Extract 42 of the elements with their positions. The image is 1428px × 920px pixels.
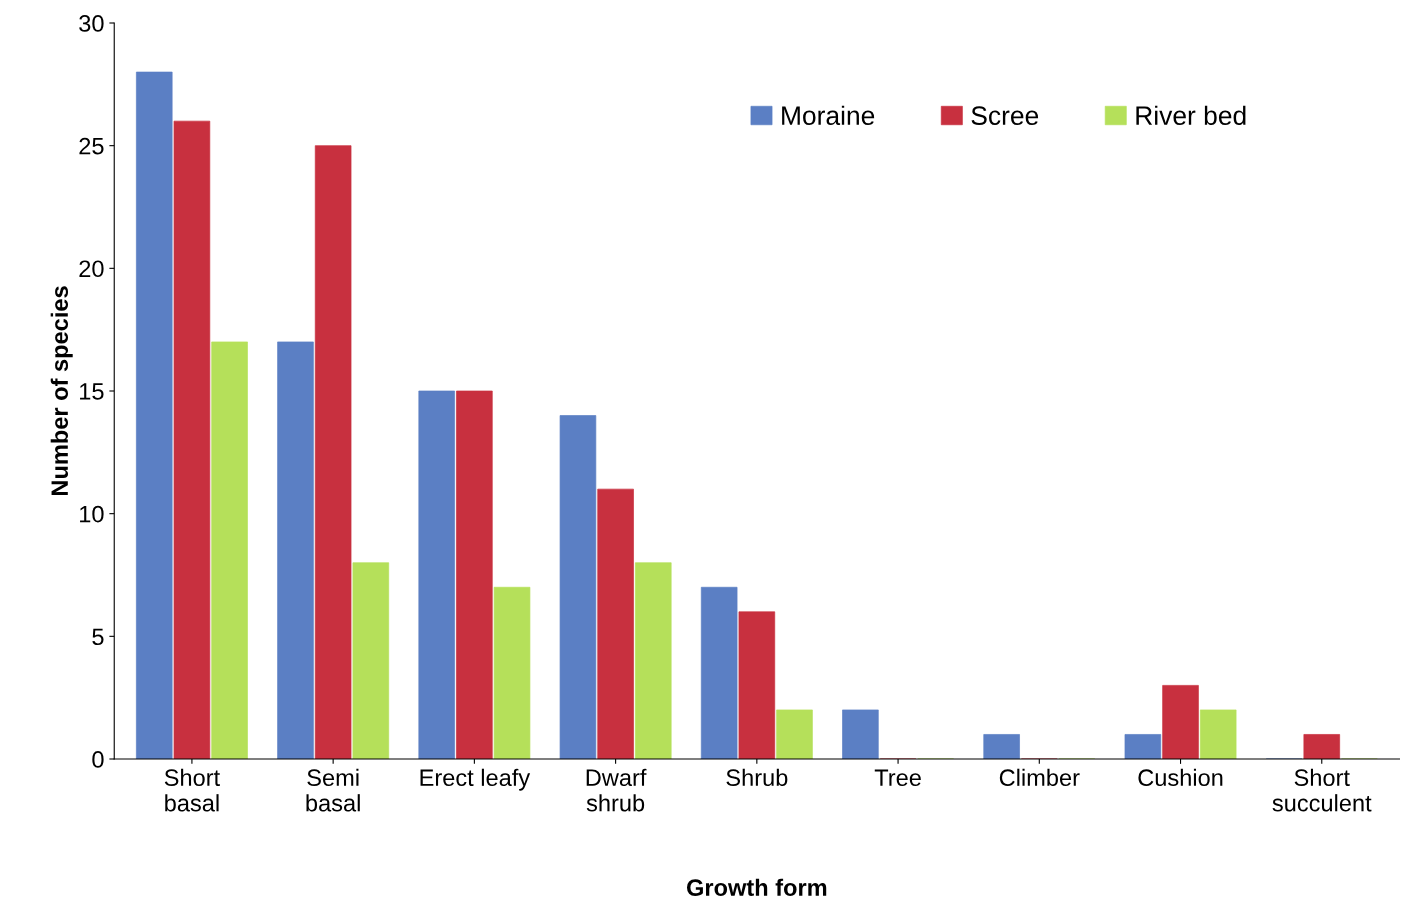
x-tick-label: Cushion	[1138, 768, 1223, 787]
bar	[418, 390, 455, 759]
y-tick-label: 15	[80, 383, 104, 400]
y-tick-label: 20	[79, 260, 104, 278]
y-tick-label: 0	[92, 751, 104, 768]
bar	[493, 586, 531, 759]
bar	[1199, 709, 1237, 759]
x-tick-label: Dwarf shrub	[586, 768, 647, 812]
x-tick-label: Semi basal	[306, 768, 360, 812]
x-tick-label: Short succulent	[1272, 768, 1372, 812]
x-tick-label: Tree	[874, 769, 921, 787]
x-tick-label: Shrub	[726, 768, 788, 787]
legend-label: River bed	[1136, 105, 1246, 126]
y-tick-label: 10	[80, 505, 104, 523]
bar	[1303, 734, 1340, 759]
y-axis-title: Number of species	[50, 286, 73, 496]
x-tick-label: Erect leafy	[420, 768, 531, 791]
bar	[277, 341, 314, 759]
legend-label: Moraine	[782, 105, 875, 126]
x-tick-label: Short basal	[164, 768, 220, 812]
y-tick-label: 5	[92, 628, 104, 646]
bar	[456, 390, 493, 759]
bar	[1162, 685, 1199, 759]
bar	[352, 562, 390, 759]
bar	[842, 709, 879, 759]
bar	[597, 488, 634, 759]
bar	[700, 586, 738, 759]
x-axis-title: Growth form	[686, 878, 827, 897]
bar	[776, 709, 813, 759]
y-tick-label: 25	[79, 137, 104, 155]
bar	[173, 120, 211, 759]
legend-label: Scree	[971, 106, 1039, 126]
bar	[1124, 734, 1162, 759]
bar	[983, 734, 1020, 759]
bar	[211, 341, 248, 759]
bar	[314, 145, 352, 759]
bar	[559, 415, 597, 759]
bar	[136, 71, 173, 759]
bar	[635, 562, 672, 759]
x-tick-label: Climber	[999, 768, 1080, 787]
bar	[738, 611, 776, 759]
y-tick-label: 30	[79, 15, 104, 32]
